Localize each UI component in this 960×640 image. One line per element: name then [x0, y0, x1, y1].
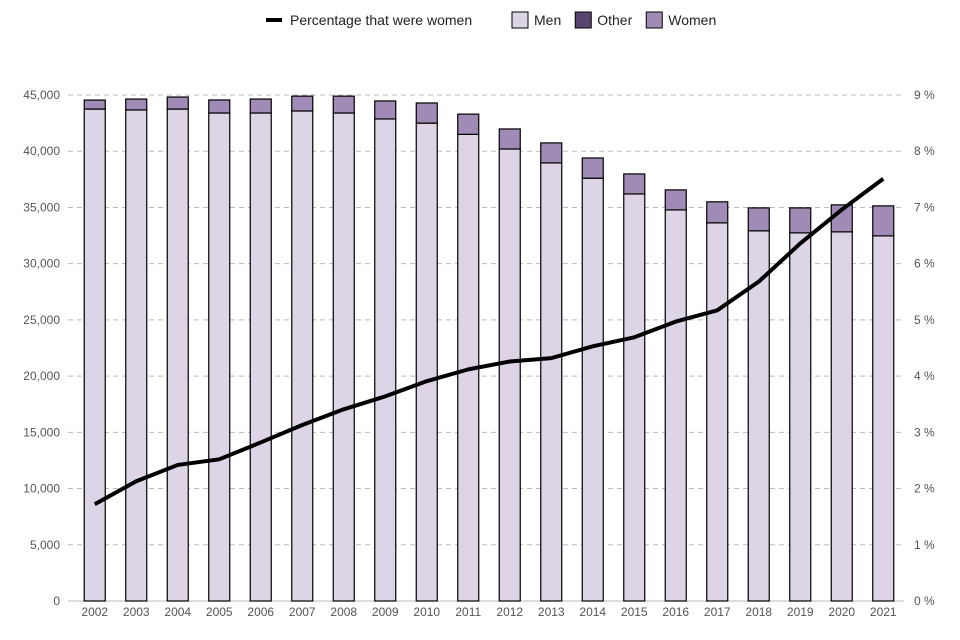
bar-women-2007: [291, 95, 314, 112]
x-tick-label: 2008: [330, 605, 357, 619]
bar-women-2017: [706, 201, 729, 224]
x-tick-label: 2007: [289, 605, 316, 619]
bar-women-2008: [332, 95, 355, 114]
bar-women-2016: [664, 189, 687, 211]
bar-men-2013: [540, 162, 563, 602]
y-left-tick-label: 40,000: [23, 144, 60, 158]
bar-women-2015: [623, 173, 646, 195]
x-tick-label: 2017: [704, 605, 731, 619]
legend-swatch-other: [574, 11, 592, 29]
y-right-tick-label: 9 %: [914, 88, 935, 102]
y-right-tick-label: 8 %: [914, 144, 935, 158]
y-right-tick-label: 2 %: [914, 482, 935, 496]
y-right-tick-label: 3 %: [914, 425, 935, 439]
x-tick-label: 2010: [413, 605, 440, 619]
legend-swatch-men: [511, 11, 529, 29]
axis-ticks: 0 0 % 5,000 1 % 10,000 2 % 15,000 3 % 20,000 4 % 2…: [23, 88, 935, 619]
bar-women-2006: [249, 98, 272, 114]
y-right-tick-label: 6 %: [914, 257, 935, 271]
y-right-tick-label: 5 %: [914, 313, 935, 327]
y-right-tick-label: 7 %: [914, 200, 935, 214]
bar-men-2007: [291, 110, 314, 602]
x-tick-label: 2003: [123, 605, 150, 619]
bar-women-2014: [581, 157, 604, 179]
bar-women-2011: [457, 113, 480, 135]
x-tick-label: 2018: [745, 605, 772, 619]
bar-women-2009: [374, 100, 397, 120]
bar-men-2019: [789, 232, 812, 602]
bar-men-2004: [166, 108, 189, 602]
bar-men-2015: [623, 193, 646, 602]
bar-women-2013: [540, 142, 563, 164]
y-left-tick-label: 20,000: [23, 369, 60, 383]
bar-women-2002: [83, 99, 106, 110]
bar-men-2006: [249, 112, 272, 602]
x-tick-label: 2011: [455, 605, 481, 619]
y-left-tick-label: 0: [53, 594, 60, 608]
x-tick-label: 2013: [538, 605, 565, 619]
x-tick-label: 2006: [247, 605, 274, 619]
bar-women-2018: [747, 207, 770, 232]
line-percentage-women: [93, 177, 885, 507]
y-left-tick-label: 25,000: [23, 313, 60, 327]
y-left-tick-label: 35,000: [23, 200, 60, 214]
legend-label-other: Other: [597, 12, 632, 28]
x-tick-label: 2012: [496, 605, 523, 619]
bar-men-2021: [872, 235, 895, 602]
x-tick-label: 2019: [787, 605, 814, 619]
bar-women-2004: [166, 96, 189, 110]
legend-label-men: Men: [534, 12, 561, 28]
bar-men-2005: [208, 112, 231, 602]
legend-swatch-women: [645, 11, 663, 29]
bar-men-2014: [581, 177, 604, 602]
bar-men-2002: [83, 108, 106, 602]
x-tick-label: 2009: [372, 605, 399, 619]
x-tick-label: 2016: [662, 605, 689, 619]
bar-men-2017: [706, 222, 729, 602]
bar-men-2009: [374, 118, 397, 602]
y-left-tick-label: 10,000: [23, 482, 60, 496]
gridlines: [68, 94, 904, 602]
x-tick-label: 2002: [81, 605, 108, 619]
bar-women-2010: [415, 102, 438, 124]
bar-women-2012: [498, 128, 521, 150]
y-left-tick-label: 45,000: [23, 88, 60, 102]
bar-men-2010: [415, 122, 438, 602]
x-tick-label: 2020: [828, 605, 855, 619]
x-tick-label: 2004: [164, 605, 191, 619]
legend: Percentage that were women Men Other Women: [266, 11, 716, 29]
bar-women-2019: [789, 207, 812, 234]
bar-men-2012: [498, 148, 521, 602]
bars: [83, 95, 895, 602]
legend-label-percentage: Percentage that were women: [290, 12, 472, 28]
x-tick-label: 2021: [870, 605, 897, 619]
y-right-tick-label: 4 %: [914, 369, 935, 383]
x-tick-label: 2005: [206, 605, 233, 619]
x-tick-label: 2014: [579, 605, 606, 619]
bar-women-2003: [125, 98, 148, 111]
legend-label-women: Women: [668, 12, 716, 28]
bar-men-2020: [830, 231, 853, 602]
y-right-tick-label: 1 %: [914, 538, 935, 552]
bar-women-2021: [872, 205, 895, 237]
y-left-tick-label: 30,000: [23, 257, 60, 271]
bar-men-2016: [664, 209, 687, 602]
y-left-tick-label: 15,000: [23, 425, 60, 439]
y-right-tick-label: 0 %: [914, 594, 935, 608]
y-left-tick-label: 5,000: [30, 538, 60, 552]
x-tick-label: 2015: [621, 605, 648, 619]
bar-women-2005: [208, 99, 231, 114]
bar-men-2003: [125, 109, 148, 602]
bar-men-2008: [332, 112, 355, 602]
